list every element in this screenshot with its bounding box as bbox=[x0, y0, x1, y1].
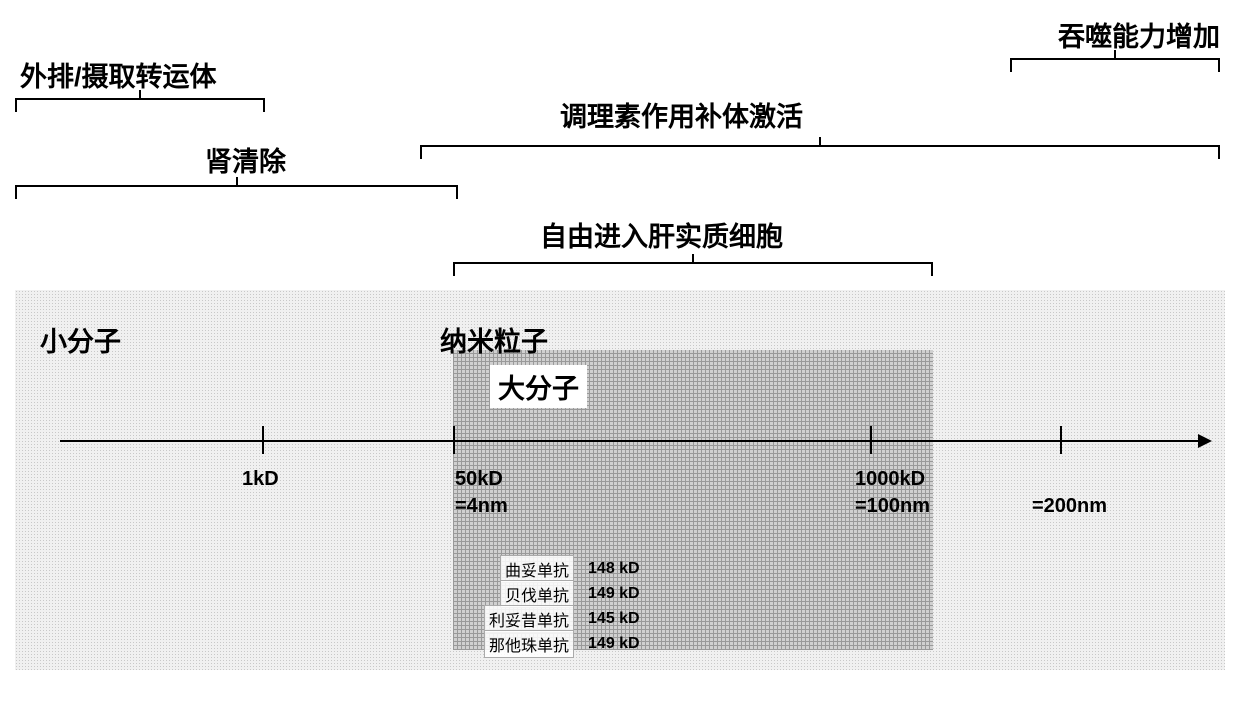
drug-value-1: 149 kD bbox=[588, 585, 640, 603]
label-opsonization: 调理素作用补体激活 bbox=[560, 95, 803, 134]
axis-label-100nm: =100nm bbox=[855, 495, 930, 518]
tick-200nm bbox=[1060, 426, 1062, 454]
axis-label-1kd: 1kD bbox=[242, 468, 279, 491]
drug-row-3: 那他珠单抗 149 kD bbox=[484, 630, 640, 658]
drug-name-0: 曲妥单抗 bbox=[500, 555, 574, 583]
size-axis bbox=[60, 440, 1210, 442]
bracket-efflux-uptake bbox=[15, 98, 265, 100]
tick-50kd bbox=[453, 426, 455, 454]
label-phagocytosis: 吞噬能力增加 bbox=[1058, 15, 1220, 54]
drug-row-1: 贝伐单抗 149 kD bbox=[500, 580, 640, 608]
label-free-entry: 自由进入肝实质细胞 bbox=[540, 215, 783, 254]
axis-label-50kd: 50kD bbox=[455, 468, 503, 491]
drug-row-0: 曲妥单抗 148 kD bbox=[500, 555, 640, 583]
label-nanoparticle: 纳米粒子 bbox=[440, 320, 548, 359]
label-efflux-uptake: 外排/摄取转运体 bbox=[20, 55, 217, 94]
drug-row-2: 利妥昔单抗 145 kD bbox=[484, 605, 640, 633]
label-macromolecule: 大分子 bbox=[490, 365, 587, 408]
label-small-molecule: 小分子 bbox=[40, 320, 121, 359]
tick-1000kd bbox=[870, 426, 872, 454]
label-renal-clearance: 肾清除 bbox=[205, 140, 286, 179]
bracket-opsonization bbox=[420, 145, 1220, 147]
bracket-phagocytosis bbox=[1010, 58, 1220, 60]
drug-value-3: 149 kD bbox=[588, 635, 640, 653]
drug-value-0: 148 kD bbox=[588, 560, 640, 578]
drug-name-3: 那他珠单抗 bbox=[484, 630, 574, 658]
axis-label-1000kd: 1000kD bbox=[855, 468, 925, 491]
bracket-renal-clearance bbox=[15, 185, 458, 187]
clearance-diagram: 吞噬能力增加 外排/摄取转运体 调理素作用补体激活 肾清除 自由进入肝实质细胞 … bbox=[0, 0, 1240, 718]
axis-label-200nm: =200nm bbox=[1032, 495, 1107, 518]
drug-name-1: 贝伐单抗 bbox=[500, 580, 574, 608]
tick-1kd bbox=[262, 426, 264, 454]
axis-label-4nm: =4nm bbox=[455, 495, 508, 518]
drug-value-2: 145 kD bbox=[588, 610, 640, 628]
drug-name-2: 利妥昔单抗 bbox=[484, 605, 574, 633]
bracket-free-entry bbox=[453, 262, 933, 264]
